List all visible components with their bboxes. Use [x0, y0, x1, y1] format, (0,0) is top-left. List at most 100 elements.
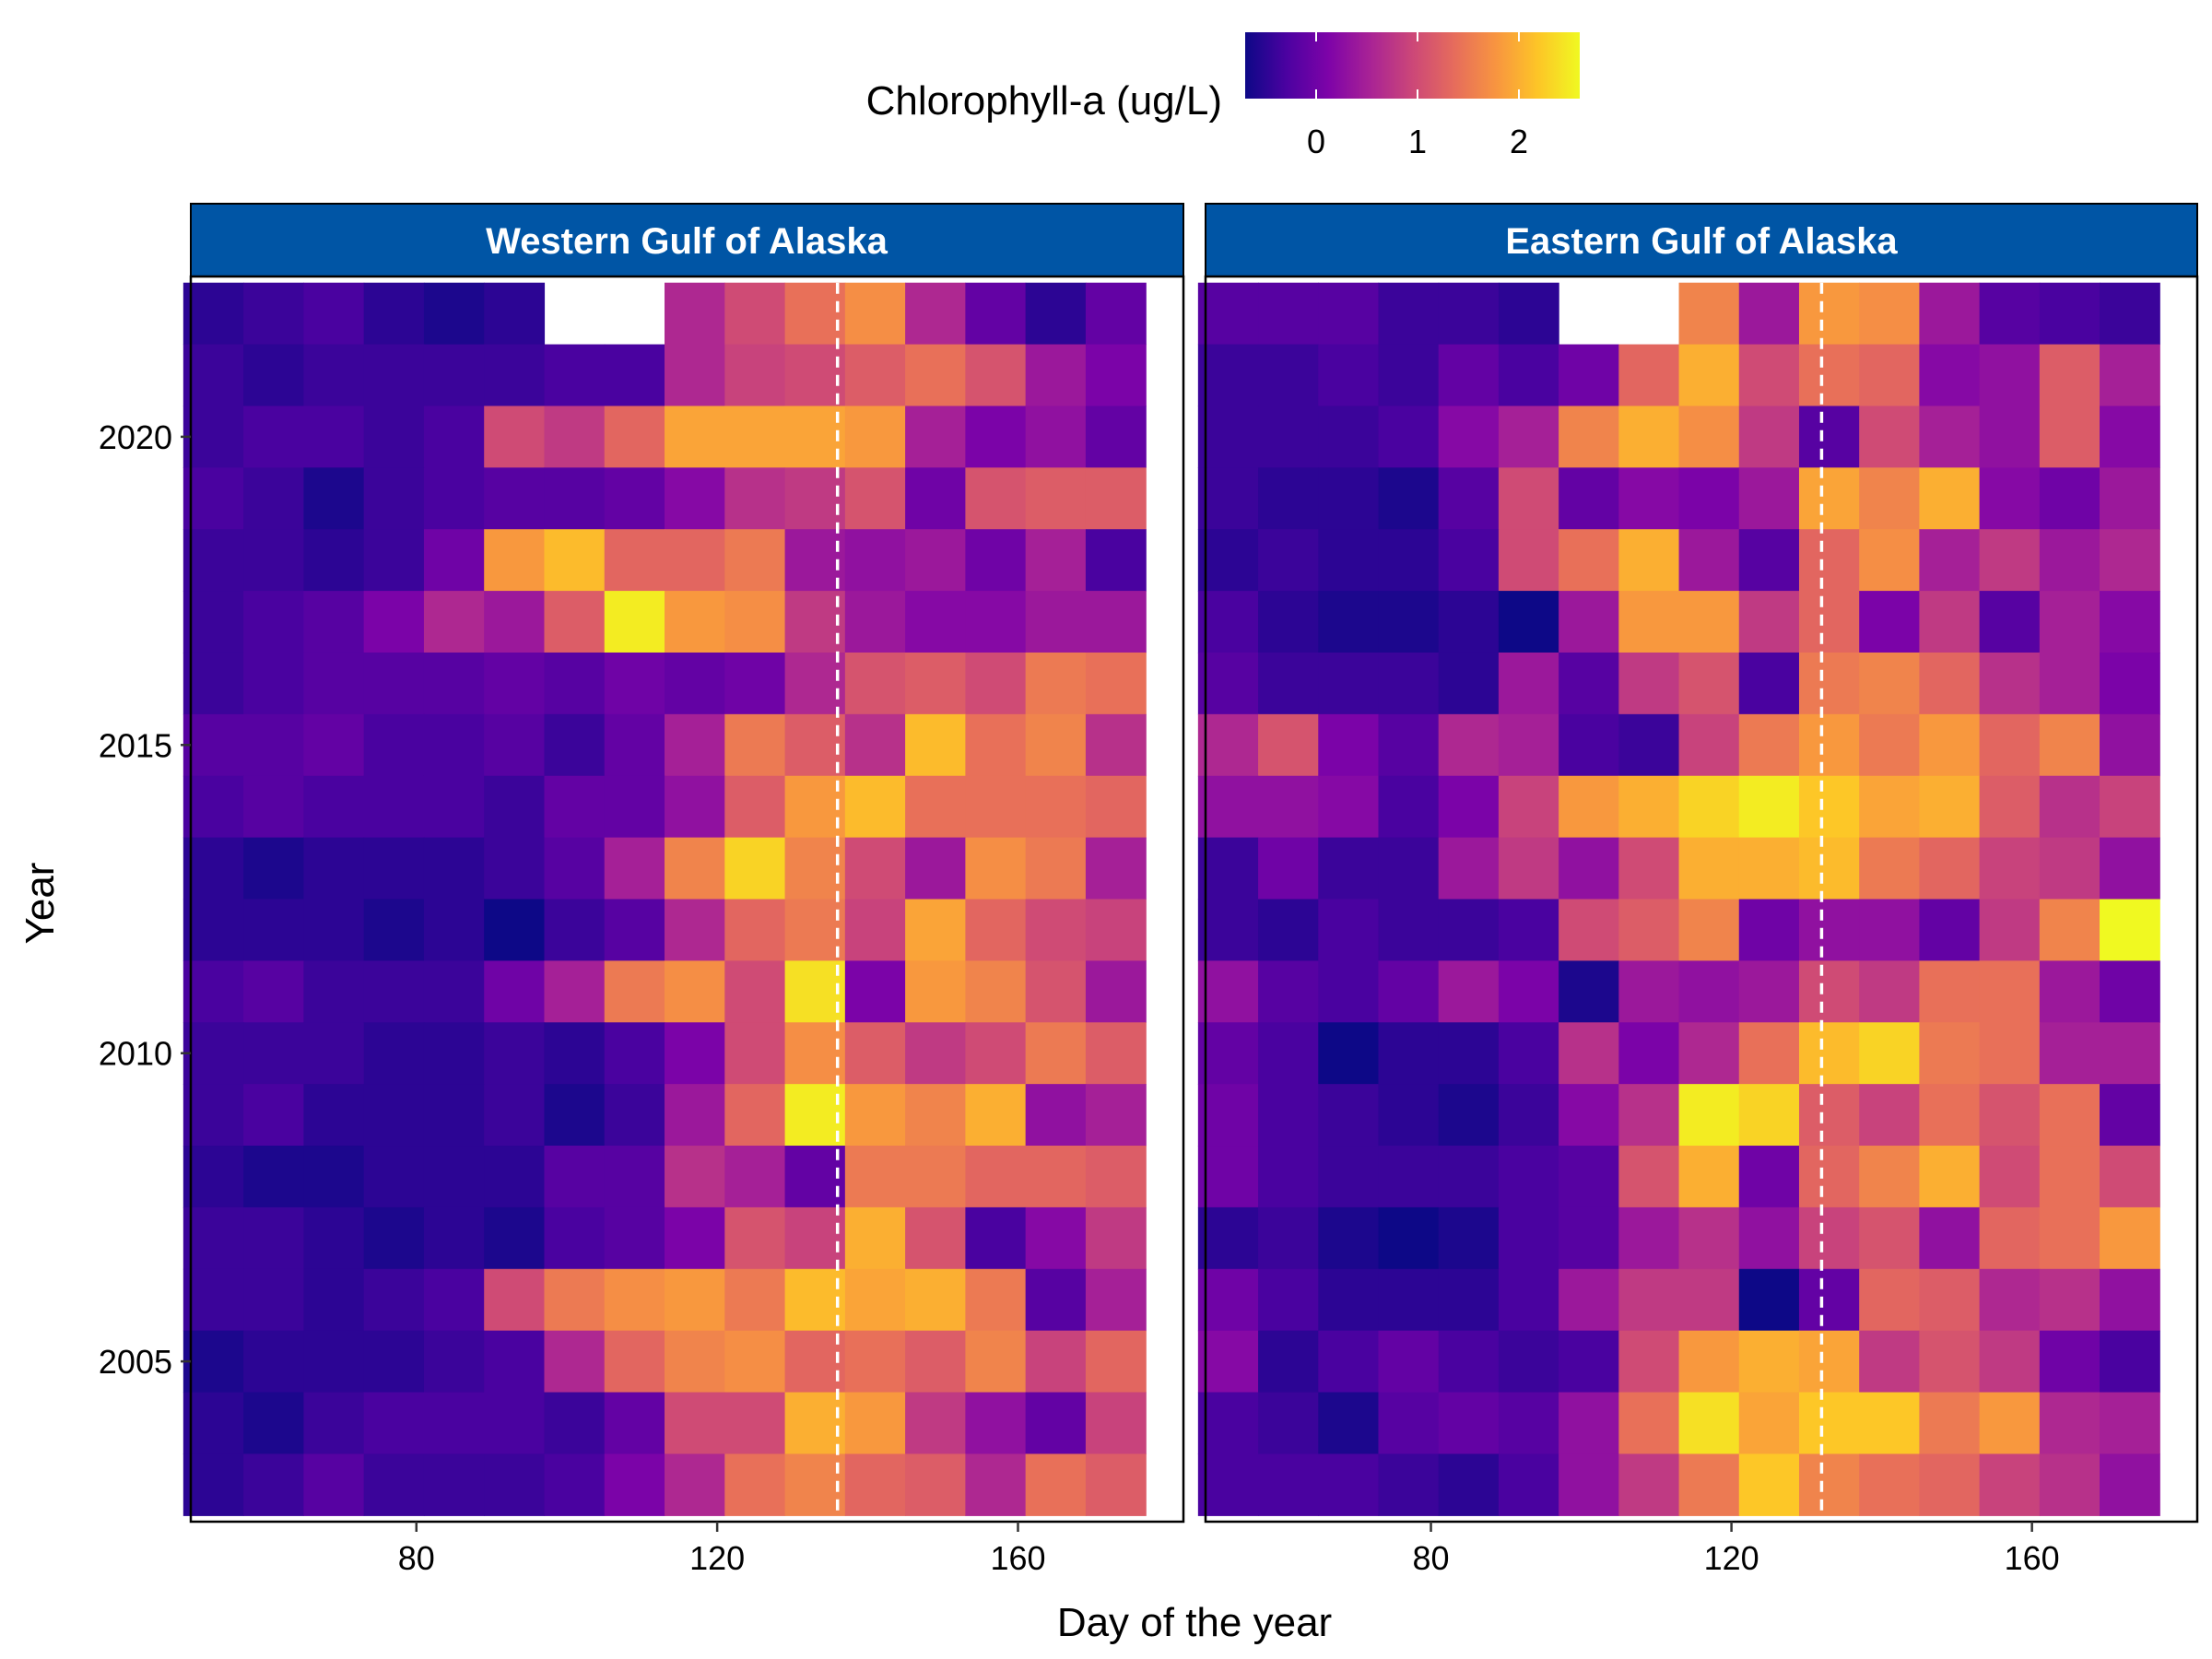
x-tick-label: 80: [1413, 1539, 1450, 1577]
heatmap-cell: [724, 775, 786, 839]
heatmap-cell: [1979, 406, 2041, 468]
heatmap-cell: [303, 529, 365, 592]
heatmap-cell: [1498, 1268, 1559, 1332]
heatmap-cell: [1378, 960, 1440, 1023]
heatmap-cell: [2039, 960, 2100, 1023]
heatmap-cell: [604, 775, 665, 839]
heatmap-cell: [1798, 1453, 1860, 1516]
heatmap-cell: [544, 899, 606, 961]
heatmap-cell: [965, 652, 1027, 715]
heatmap-cell: [844, 1330, 906, 1394]
heatmap-cell: [544, 713, 606, 777]
heatmap-cell: [423, 837, 485, 900]
heatmap-cell: [965, 1084, 1027, 1147]
heatmap-cell: [1919, 344, 1981, 407]
heatmap-cell: [1438, 775, 1500, 839]
heatmap-cell: [1919, 591, 1981, 653]
heatmap-cell: [303, 1084, 365, 1147]
heatmap-cell: [1085, 960, 1147, 1023]
heatmap-cell: [1025, 899, 1087, 961]
heatmap-cell: [844, 1453, 906, 1516]
heatmap-cell: [182, 713, 244, 777]
heatmap-cell: [2100, 1330, 2160, 1394]
heatmap-cell: [1025, 406, 1087, 468]
heatmap-cell: [1738, 775, 1800, 839]
heatmap-cell: [1738, 837, 1800, 900]
heatmap-cell: [665, 467, 725, 530]
heatmap-cell: [724, 1084, 786, 1147]
heatmap-cell: [1979, 282, 2041, 346]
x-tick-label: 120: [689, 1539, 745, 1577]
heatmap-cell: [1318, 282, 1380, 346]
heatmap-cell: [1738, 1392, 1800, 1455]
heatmap-cell: [182, 1206, 244, 1270]
heatmap-cell: [1919, 1392, 1981, 1455]
heatmap-cell: [844, 1268, 906, 1332]
heatmap-cell: [2039, 406, 2100, 468]
heatmap-cell: [844, 467, 906, 530]
heatmap-cell: [1859, 1146, 1920, 1208]
heatmap-cell: [1738, 282, 1800, 346]
heatmap-cell: [1438, 344, 1500, 407]
heatmap-cell: [484, 282, 546, 346]
heatmap-cell: [665, 591, 725, 653]
heatmap-cell: [965, 1146, 1027, 1208]
heatmap-cell: [1025, 960, 1087, 1023]
heatmap-cell: [1378, 591, 1440, 653]
heatmap-cell: [243, 406, 304, 468]
heatmap-cell: [2039, 1084, 2100, 1147]
heatmap-cell: [1859, 467, 1920, 530]
heatmap-cell: [905, 775, 966, 839]
heatmap-cell: [1979, 960, 2041, 1023]
heatmap-cell: [182, 467, 244, 530]
heatmap-cell: [182, 591, 244, 653]
heatmap-cell: [1919, 713, 1981, 777]
heatmap-cell: [1197, 344, 1259, 407]
heatmap-cell: [965, 1453, 1027, 1516]
heatmap-cell: [1678, 713, 1740, 777]
heatmap-cell: [1025, 1392, 1087, 1455]
heatmap-cell: [844, 1392, 906, 1455]
heatmap-cell: [484, 1084, 546, 1147]
heatmap-cell: [423, 529, 485, 592]
heatmap-cell: [1378, 1206, 1440, 1270]
heatmap-cell: [1678, 1146, 1740, 1208]
heatmap-cell: [604, 713, 665, 777]
heatmap-cell: [784, 1330, 846, 1394]
heatmap-cell: [182, 1453, 244, 1516]
heatmap-cell: [1378, 652, 1440, 715]
heatmap-cell: [905, 467, 966, 530]
heatmap-cell: [1085, 775, 1147, 839]
heatmap-cell: [303, 282, 365, 346]
heatmap-cell: [182, 837, 244, 900]
heatmap-cell: [1618, 1022, 1680, 1085]
heatmap-cell: [604, 1022, 665, 1085]
heatmap-cell: [1618, 591, 1680, 653]
heatmap-cell: [905, 1084, 966, 1147]
heatmap-cell: [484, 591, 546, 653]
heatmap-cell: [1919, 1268, 1981, 1332]
x-tick-label: 160: [2005, 1539, 2060, 1577]
heatmap-cell: [484, 713, 546, 777]
heatmap-cell: [1438, 467, 1500, 530]
heatmap-cell: [2039, 344, 2100, 407]
heatmap-cell: [665, 960, 725, 1023]
heatmap-cell: [243, 1268, 304, 1332]
heatmap-cell: [1798, 591, 1860, 653]
heatmap-cell: [965, 1022, 1027, 1085]
heatmap-cell: [1378, 529, 1440, 592]
heatmap-cell: [844, 344, 906, 407]
heatmap-cell: [363, 775, 425, 839]
heatmap-cell: [303, 591, 365, 653]
heatmap-cell: [1258, 467, 1319, 530]
heatmap-cell: [1025, 1206, 1087, 1270]
heatmap-cell: [1438, 1453, 1500, 1516]
heatmap-cell: [844, 713, 906, 777]
heatmap-cell: [1085, 1084, 1147, 1147]
heatmap-cell: [1678, 529, 1740, 592]
heatmap-cell: [604, 652, 665, 715]
heatmap-cell: [665, 1022, 725, 1085]
heatmap-cell: [363, 591, 425, 653]
heatmap-cell: [1197, 1268, 1259, 1332]
heatmap-cell: [303, 406, 365, 468]
